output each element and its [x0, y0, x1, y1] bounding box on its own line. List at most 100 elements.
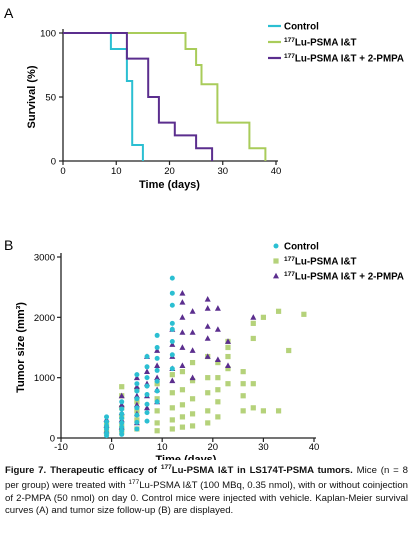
caption-bold-pre: Therapeutic efficacy of	[50, 465, 161, 477]
data-point-triangle	[225, 362, 231, 368]
data-point-square	[260, 408, 266, 414]
legend-label-text: Lu-PSMA I&T + 2-PMPA	[295, 54, 404, 65]
data-point-triangle	[179, 299, 186, 305]
data-point-triangle	[169, 377, 176, 384]
data-point-square	[225, 366, 231, 372]
data-point-triangle	[179, 290, 186, 296]
data-point-circle	[169, 320, 175, 326]
caption-bold-post: Lu-PSMA I&T in LS174T-PSMA tumors.	[171, 465, 353, 477]
data-point-circle	[154, 367, 160, 373]
data-point-triangle	[144, 404, 150, 411]
data-point-triangle	[118, 392, 125, 399]
legend-label-text: Control	[284, 22, 319, 33]
data-point-square	[169, 417, 175, 423]
data-point-triangle	[204, 305, 211, 311]
data-point-circle	[169, 338, 175, 344]
data-point-triangle	[189, 347, 196, 353]
data-point-square	[215, 414, 221, 420]
legend-label-2: 177Lu-PSMA I&T + 2-PMPA	[284, 53, 404, 65]
data-point-square	[189, 423, 196, 429]
data-point-triangle	[250, 314, 257, 320]
data-point-triangle	[154, 374, 161, 381]
data-point-circle	[119, 428, 125, 434]
legend-label-text: Lu-PSMA I&T	[295, 257, 357, 268]
data-point-triangle	[144, 368, 150, 374]
data-point-triangle	[179, 362, 186, 368]
data-point-circle	[104, 426, 110, 432]
data-point-square	[179, 402, 186, 408]
x-tick-label: 40	[309, 442, 320, 453]
data-point-circle	[154, 332, 160, 338]
data-point-circle	[119, 411, 125, 417]
survival-line-1	[63, 32, 267, 161]
data-point-circle	[169, 352, 175, 358]
data-point-square	[225, 344, 231, 351]
y-tick-label: 50	[45, 93, 56, 104]
data-point-circle	[154, 388, 160, 394]
data-point-triangle	[189, 374, 196, 381]
legend-label-0: Control	[284, 242, 319, 253]
data-point-circle	[134, 396, 140, 402]
data-point-square	[179, 424, 186, 430]
data-point-triangle	[204, 296, 211, 302]
x-tick-label: 40	[271, 166, 282, 177]
data-point-circle	[169, 366, 175, 372]
data-point-circle	[169, 302, 175, 308]
data-point-square	[169, 372, 175, 378]
y-tick-label: 0	[50, 434, 55, 445]
y-tick-label: 3000	[34, 253, 55, 264]
data-point-square	[240, 408, 246, 414]
data-point-square	[301, 311, 307, 317]
data-point-triangle	[189, 308, 196, 314]
y-tick-label: 0	[51, 157, 56, 168]
data-point-circle	[104, 433, 110, 439]
data-point-circle	[134, 388, 140, 394]
data-point-circle	[154, 399, 160, 405]
data-point-square	[250, 335, 256, 342]
data-point-triangle	[133, 401, 140, 408]
data-point-triangle	[204, 353, 211, 359]
legend-label-0: Control	[284, 22, 319, 33]
data-point-square	[154, 408, 160, 414]
data-point-triangle	[214, 305, 221, 311]
data-point-square	[169, 390, 175, 396]
x-tick-label: 20	[208, 442, 219, 453]
data-point-square	[260, 314, 266, 320]
x-tick-label: 0	[109, 442, 114, 453]
data-point-square	[225, 353, 231, 360]
data-point-square	[240, 369, 246, 375]
data-point-circle	[134, 372, 140, 378]
data-point-square	[169, 405, 175, 411]
legend-marker-0	[273, 243, 279, 249]
legend-label-2: 177Lu-PSMA I&T + 2-PMPA	[284, 271, 404, 283]
figure-caption: Figure 7. Therapeutic efficacy of 177Lu-…	[5, 462, 408, 517]
data-point-square	[215, 399, 221, 405]
data-point-triangle	[189, 329, 196, 335]
data-point-square	[169, 426, 175, 432]
data-point-triangle	[179, 344, 186, 350]
data-point-circle	[119, 406, 125, 412]
data-point-square	[250, 405, 256, 411]
data-point-square	[205, 390, 211, 396]
data-point-square	[189, 359, 196, 366]
data-point-square	[205, 420, 211, 426]
data-point-square	[275, 408, 282, 414]
data-point-triangle	[214, 326, 221, 332]
data-point-circle	[119, 431, 125, 437]
caption-figure-label: Figure 7.	[5, 465, 47, 477]
y-axis-title: Survival (%)	[26, 65, 38, 128]
data-point-triangle	[118, 401, 125, 408]
y-axis-title: Tumor size (mm³)	[15, 302, 27, 393]
data-point-circle	[144, 410, 150, 416]
data-point-circle	[119, 399, 125, 405]
x-tick-label: 30	[217, 166, 228, 177]
survival-line-2	[63, 32, 214, 161]
legend-label-text: Lu-PSMA I&T + 2-PMPA	[295, 272, 404, 283]
panel-a-label: A	[4, 5, 14, 21]
data-point-circle	[104, 419, 110, 425]
x-tick-label: 10	[157, 442, 168, 453]
x-tick-label: -10	[54, 442, 68, 453]
data-point-circle	[144, 364, 150, 370]
legend-label-sup: 177	[284, 53, 295, 60]
